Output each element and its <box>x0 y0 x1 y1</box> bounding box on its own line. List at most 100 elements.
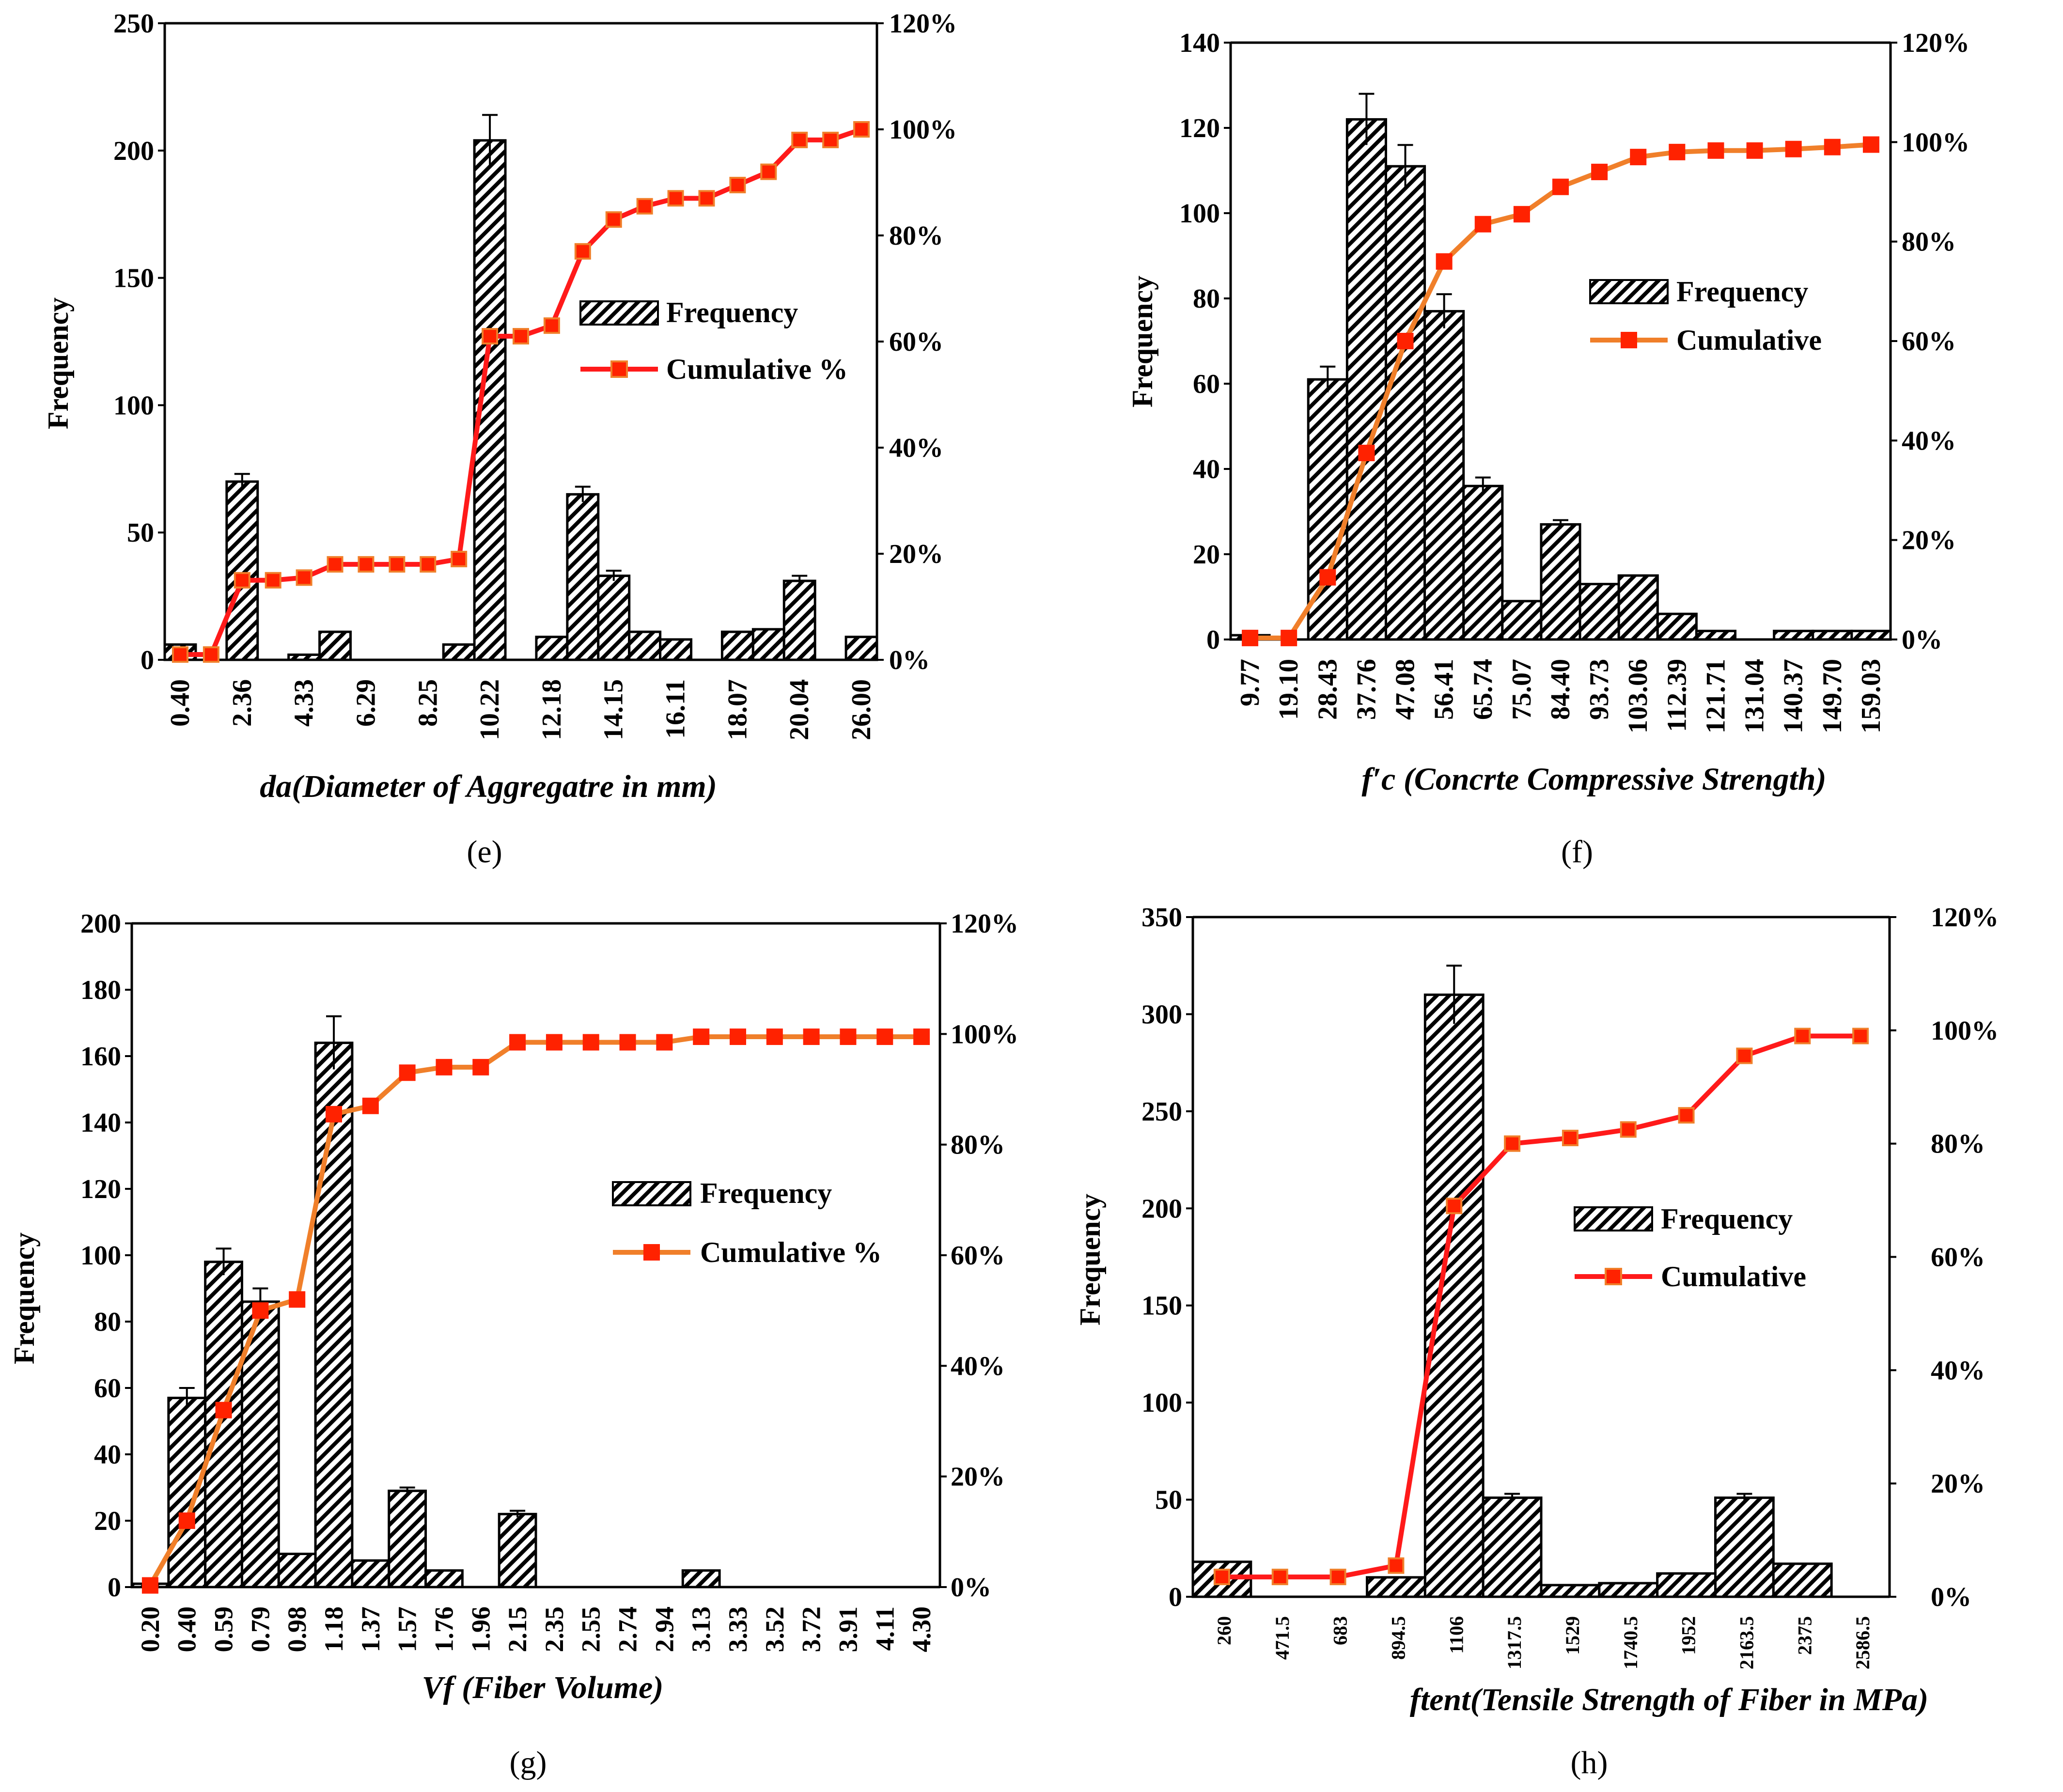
x-tick-label: 2375 <box>1794 1616 1815 1655</box>
frequency-bar <box>1714 1496 1775 1598</box>
y2-tick-label: 120% <box>1931 903 1999 933</box>
cumulative-point <box>876 1028 893 1045</box>
x-tick-label: 1.96 <box>466 1606 495 1652</box>
y2-tick-label: 0% <box>951 1573 991 1603</box>
y-tick-label: 60 <box>1193 369 1220 399</box>
x-tick-label: 2.74 <box>613 1606 642 1652</box>
cumulative-point <box>791 131 808 148</box>
legend-marker-cumulative <box>1621 332 1637 348</box>
x-tick-label: 12.18 <box>537 679 567 740</box>
y-tick-label: 200 <box>113 136 154 166</box>
cumulative-point <box>265 572 281 589</box>
chart-panel-g: Frequency Vf (Fiber Volume) (g) Frequenc… <box>8 909 1018 1780</box>
x-tick-label: 149.70 <box>1817 659 1847 733</box>
y-tick-label: 0 <box>1206 625 1220 655</box>
x-tick-label: 2163.5 <box>1735 1616 1757 1669</box>
y-tick-label: 300 <box>1141 999 1182 1029</box>
cumulative-point <box>1707 142 1724 159</box>
frequency-bar <box>277 1553 317 1589</box>
y2-tick-label: 100% <box>889 115 957 145</box>
frequency-bar <box>1772 1562 1833 1598</box>
x-tick-label: 1.76 <box>429 1606 458 1652</box>
frequency-bar <box>1423 993 1485 1598</box>
cumulative-point <box>1504 1135 1521 1152</box>
x-tick-label: 1106 <box>1445 1616 1467 1654</box>
legend-label-cumulative: Cumulative % <box>666 353 848 385</box>
y2-tick-label: 100% <box>1931 1016 1999 1046</box>
y2-tick-label: 60% <box>1931 1243 1985 1273</box>
cumulative-point <box>636 198 653 215</box>
x-tick-label: 112.39 <box>1662 659 1692 732</box>
y2-tick-label: 0% <box>1902 625 1942 655</box>
y2-tick-label: 40% <box>951 1351 1005 1381</box>
y-tick-label: 150 <box>1141 1291 1182 1321</box>
cumulative-point <box>574 243 591 260</box>
cumulative-point <box>1794 1028 1811 1044</box>
cumulative-point <box>546 1034 563 1051</box>
legend-label-frequency: Frequency <box>1661 1203 1793 1235</box>
cumulative-point <box>822 131 839 148</box>
x-tick-label: 1.37 <box>356 1606 385 1652</box>
frequency-bar <box>1540 523 1581 641</box>
frequency-bar <box>1579 583 1620 641</box>
x-tick-label: 1.18 <box>319 1606 348 1652</box>
y-tick-label: 100 <box>80 1241 121 1271</box>
cumulative-point <box>619 1034 636 1051</box>
frequency-bar <box>1656 612 1698 641</box>
frequency-bar <box>597 575 631 661</box>
y-tick-label: 180 <box>80 975 121 1005</box>
cumulative-point <box>1329 1569 1346 1586</box>
cumulative-point <box>1591 163 1608 180</box>
x-tick-label: 0.40 <box>172 1606 202 1652</box>
frequency-bar <box>1850 629 1892 641</box>
cumulative-point <box>1213 1569 1230 1586</box>
y2-tick-label: 20% <box>889 539 943 569</box>
y2-tick-label: 40% <box>889 433 943 463</box>
x-tick-label: 121.71 <box>1701 659 1731 733</box>
y2-tick-label: 20% <box>1931 1469 1985 1499</box>
cumulative-point <box>172 646 188 663</box>
y2-tick-label: 120% <box>1902 28 1969 58</box>
x-axis-title: f′c (Concrte Compressive Strength) <box>1361 762 1826 797</box>
cumulative-point <box>141 1577 158 1594</box>
x-tick-label: 3.72 <box>797 1606 826 1652</box>
y2-tick-label: 100% <box>1902 127 1969 157</box>
frequency-bar <box>442 643 476 661</box>
cumulative-point <box>1388 1557 1405 1574</box>
frequency-bar <box>1366 1576 1426 1598</box>
frequency-bar <box>659 638 693 661</box>
frequency-bar <box>204 1261 243 1589</box>
x-tick-label: 3.91 <box>833 1606 862 1652</box>
y-axis-title: Frequency <box>8 1232 40 1364</box>
x-tick-label: 0.59 <box>209 1606 238 1652</box>
cumulative-point <box>1552 178 1569 195</box>
cumulative-point <box>289 1291 306 1308</box>
frequency-bar <box>1812 629 1853 641</box>
x-tick-label: 26.00 <box>846 679 876 740</box>
y2-tick-label: 80% <box>1902 227 1956 257</box>
cumulative-point <box>1562 1129 1579 1146</box>
y-tick-label: 350 <box>1141 903 1182 933</box>
cumulative-point <box>472 1059 489 1075</box>
x-tick-label: 28.43 <box>1313 659 1343 720</box>
cumulative-point <box>760 163 777 180</box>
cumulative-point <box>1436 253 1453 270</box>
cumulative-point <box>1862 136 1879 153</box>
y-tick-label: 250 <box>1141 1097 1182 1127</box>
cumulative-point <box>803 1028 820 1045</box>
cumulative-point <box>1630 149 1647 166</box>
x-tick-label: 19.10 <box>1274 659 1304 720</box>
x-tick-label: 4.30 <box>907 1606 936 1652</box>
legend-label-frequency: Frequency <box>1676 276 1808 308</box>
cumulative-point <box>729 176 746 193</box>
y-tick-label: 60 <box>94 1373 121 1403</box>
y-tick-label: 150 <box>113 264 154 294</box>
x-tick-label: 3.52 <box>760 1606 789 1652</box>
frequency-bar <box>1482 1496 1543 1598</box>
y2-tick-label: 60% <box>951 1241 1005 1271</box>
cumulative-point <box>1824 139 1841 156</box>
cumulative-point <box>693 1028 710 1045</box>
y2-tick-label: 20% <box>951 1462 1005 1492</box>
legend-swatch-frequency <box>612 1181 691 1206</box>
